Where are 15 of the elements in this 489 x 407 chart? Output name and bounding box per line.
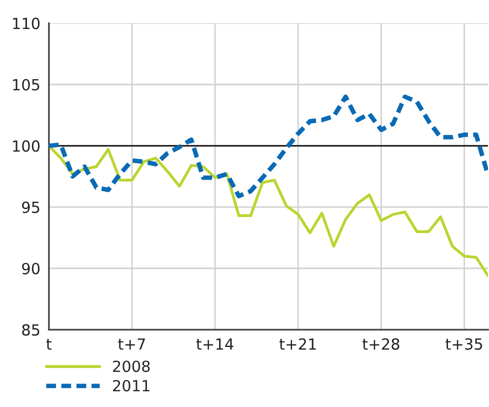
y-tick-label: 100 [13,140,40,152]
y-tick-label: 95 [22,202,40,214]
x-tick-label: t [46,338,52,350]
y-tick-label: 85 [22,324,40,336]
legend-label: 2011 [113,380,150,392]
x-tick-label: t+14 [196,338,234,350]
x-tick-label: t+28 [362,338,400,350]
line-series [48,94,488,198]
y-tick-label: 110 [13,18,40,30]
x-tick-label: t+35 [446,338,482,350]
x-tick-label: t+21 [279,338,316,350]
y-tick-label: 105 [13,78,40,91]
legend-label: 2008 [113,360,150,372]
y-tick-label: 90 [22,262,40,274]
x-tick-label: t+7 [118,338,145,350]
